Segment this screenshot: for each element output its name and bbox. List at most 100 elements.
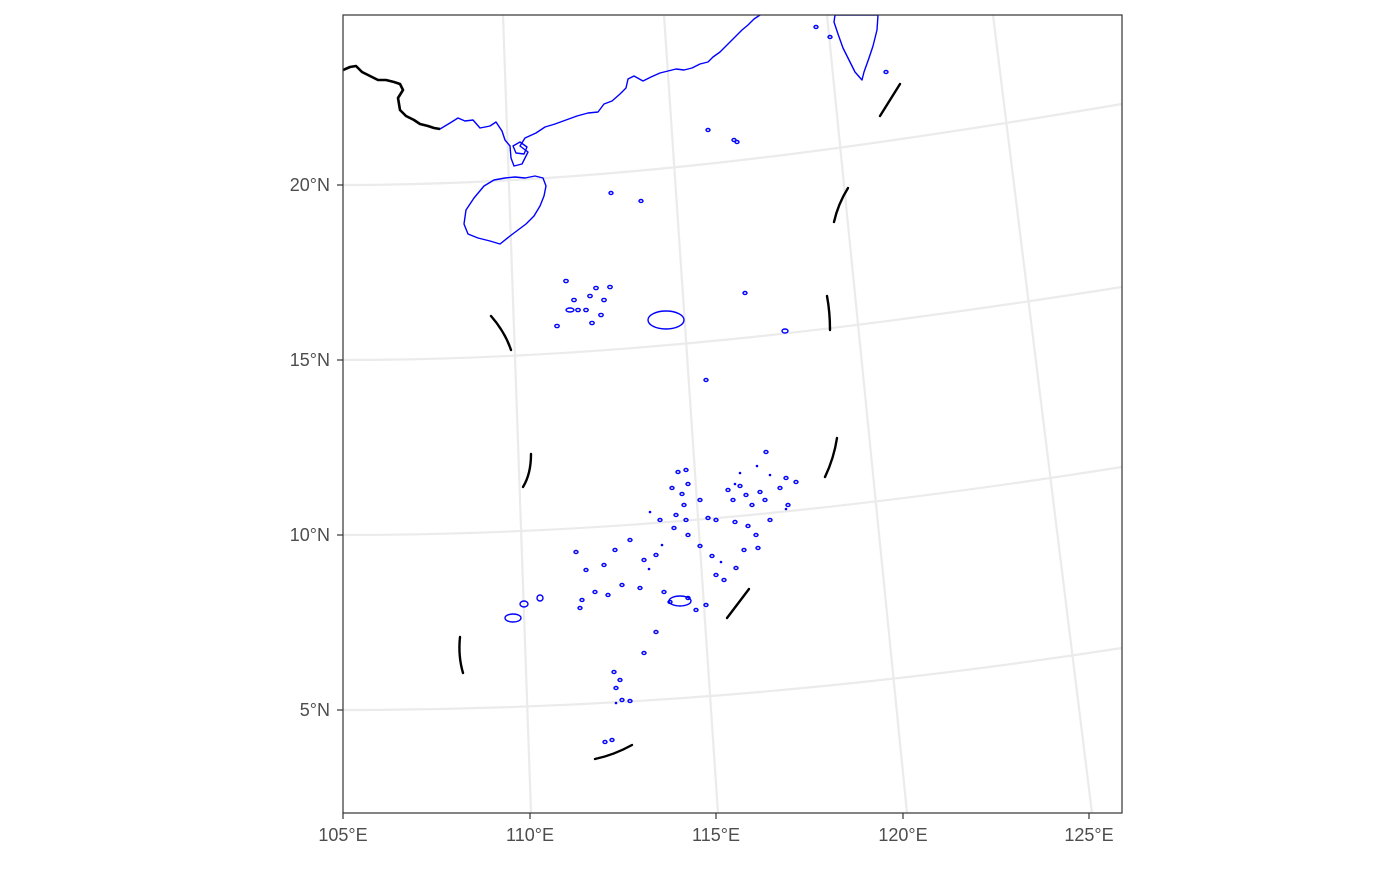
x-tick-label-125: 125°E [1064,825,1113,845]
y-axis: 20°N 15°N 10°N 5°N [290,175,343,720]
natuna-island [504,613,522,623]
macclesfield-bank [647,310,789,334]
spratly-island [697,543,703,549]
x-tick-label-115: 115°E [692,825,740,845]
graticule-lat-10 [343,465,1122,537]
spratly-island [679,491,685,497]
x-tick-label-120: 120°E [878,825,927,845]
y-tick-label-15: 15°N [290,350,330,370]
claim-dash-4 [823,436,839,479]
spratly-island [608,190,614,196]
spratly-island [827,34,833,40]
claim-dash-1 [878,82,902,118]
spratly-island [713,517,719,523]
spratly-island [730,497,736,503]
graticule-lon-125 [991,15,1094,813]
spratly-island [637,585,643,591]
islet [647,567,651,571]
spratly-island [883,69,889,75]
spratly-island [675,469,681,475]
claim-dash-3 [825,294,832,332]
spratly-island [683,467,689,473]
y-tick-label-10: 10°N [290,525,330,545]
paracel-island [565,307,575,313]
islet [614,701,618,705]
taiwan-island [833,15,879,81]
spratly-island [733,565,739,571]
islet [755,464,759,468]
spratly-island [745,523,751,529]
spratly-island [641,650,647,656]
spratly-island [601,562,607,568]
spratly-island [725,487,731,493]
spratly-islands [504,24,889,745]
spratly-island [753,532,759,538]
spratly-island [757,489,763,495]
graticule-lon-115 [662,15,720,813]
islet [733,482,737,486]
panel-frame [342,14,1123,814]
spratly-island [709,553,715,559]
spratly-island [661,589,667,595]
spratly-island [755,545,761,551]
paracel-island [607,284,613,290]
spratly-island [683,517,689,523]
graticule-lon-120 [825,15,909,813]
natuna-island [519,600,529,608]
spratly-island [583,567,589,573]
leizhou-peninsula-island [512,141,528,155]
paracel-islands [554,278,613,329]
islet [719,560,723,564]
hainan-island [463,175,547,245]
spratly-island [767,517,773,523]
spratly-island [763,449,769,455]
spratly-island [703,377,709,383]
map-panel [343,15,1122,813]
spratly-island [638,198,644,204]
spratly-island [734,139,740,145]
spratly-island [577,605,583,611]
spratly-island [653,552,659,558]
spratly-island [579,597,585,603]
paracel-island [575,307,581,313]
spratly-island [732,519,738,525]
spratly-island [693,607,699,613]
natuna-island [536,594,544,602]
spratly-reef-large [668,595,692,607]
claim-dash-9 [489,314,513,352]
spratly-island [681,502,687,508]
spratly-island [602,739,608,745]
spratly-island [653,629,659,635]
spratly-island [721,577,727,583]
spratly-island [657,517,663,523]
island-groups [504,24,889,745]
spratly-island [685,481,691,487]
macclesfield-atoll [647,310,685,330]
scarborough-shoal [781,328,789,334]
nine-dash-line [458,82,902,761]
claim-dash-7 [458,635,465,675]
spratly-island [627,698,633,704]
claim-dash-8 [521,452,533,489]
spratly-island [703,602,709,608]
graticule-lon-110 [501,15,533,813]
spratly-island [743,492,749,498]
x-tick-label-105: 105°E [318,825,367,845]
misc-islands [614,464,788,705]
spratly-island [762,497,768,503]
islet [660,543,664,547]
spratly-island [685,532,691,538]
claim-dash-2 [832,186,850,224]
coastlines [439,15,879,245]
spratly-island [713,572,719,578]
y-tick-label-20: 20°N [290,175,330,195]
spratly-island [669,485,675,491]
spratly-island [673,512,679,518]
spratly-island [609,737,615,743]
islet [648,510,652,514]
x-tick-label-110: 110°E [506,825,554,845]
spratly-island [619,582,625,588]
spratly-island [671,525,677,531]
